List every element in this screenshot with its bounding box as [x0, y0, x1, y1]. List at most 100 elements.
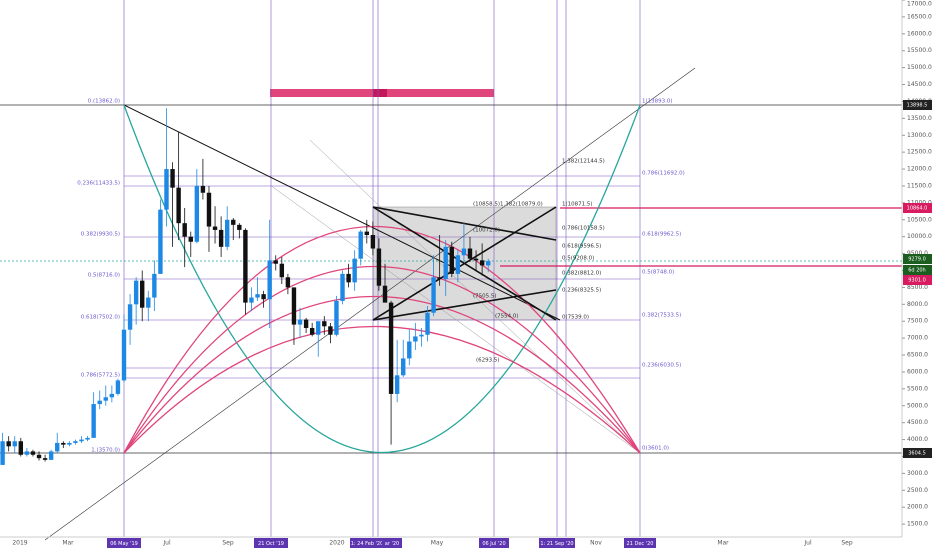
time-label: Mar — [62, 540, 74, 547]
price-tick-label: 12500.0 — [907, 149, 932, 156]
candle-body — [334, 300, 339, 335]
candle-body — [152, 273, 157, 298]
candle-body — [85, 437, 90, 440]
time-badge — [539, 538, 575, 548]
time-badge — [479, 538, 509, 548]
fib-label: (7505.5) — [473, 294, 497, 300]
candle-body — [97, 400, 102, 405]
price-tick-label: 15500.0 — [907, 47, 932, 54]
time-badge — [350, 538, 384, 548]
candle-body — [346, 273, 351, 283]
candle-body — [6, 441, 11, 447]
price-tick-label: 8500.0 — [907, 284, 928, 291]
candle-body — [461, 248, 467, 256]
time-label: Mar — [717, 540, 729, 547]
candle-body — [30, 451, 36, 455]
candle-body — [188, 236, 193, 242]
price-tick-label: 7000.0 — [907, 335, 928, 342]
fib-label: 0.786(5772.5) — [81, 373, 120, 379]
time-badge — [382, 538, 402, 548]
price-badge-label: 10864.0 — [907, 206, 928, 212]
fib-label: 0.786(10158.5) — [562, 226, 605, 232]
price-tick-label: 16500.0 — [907, 13, 932, 20]
candle-body — [237, 224, 242, 230]
candle-body — [146, 297, 151, 308]
candle-body — [42, 458, 48, 460]
candle-body — [291, 287, 297, 325]
candle-body — [437, 277, 442, 279]
candle-body — [467, 248, 473, 259]
candle-body — [48, 451, 54, 460]
time-badge-label: ar '20 — [385, 541, 399, 547]
candle-body — [455, 255, 461, 274]
price-tick-label: 11000.0 — [907, 199, 932, 206]
candle-body — [322, 321, 327, 327]
candle-body — [194, 185, 200, 242]
candle-body — [109, 393, 115, 398]
time-label: 2020 — [329, 540, 344, 547]
time-label: May — [431, 540, 444, 547]
candle-body — [425, 312, 430, 335]
price-tick-label: 10500.0 — [907, 216, 932, 223]
candle-body — [127, 304, 133, 330]
candle-body — [309, 327, 315, 335]
candle-body — [382, 285, 388, 303]
price-tick-label: 2000.0 — [907, 504, 928, 511]
time-badge-label: 1: 21 Sep '20 — [540, 541, 573, 547]
price-tick-label: 6000.0 — [907, 368, 928, 375]
time-badge — [624, 538, 656, 548]
fib-label: 0.618(9596.5) — [562, 244, 601, 250]
time-badge-label: 06 May '19 — [110, 541, 138, 547]
fib-label: 1.(3570.0) — [91, 448, 120, 454]
time-label: 2019 — [12, 540, 27, 547]
candle-body — [218, 229, 224, 247]
fib-label: (10858.5) — [473, 202, 500, 208]
candle-body — [394, 375, 400, 394]
price-tick-label: 10000.0 — [907, 233, 932, 240]
fib-label: 0.5(8716.0) — [88, 273, 120, 279]
time-label: Nov — [590, 540, 602, 547]
candle-body — [24, 451, 30, 455]
fib-label: 0.618(7502.0) — [81, 315, 120, 321]
fib-label: 1.382(10879.0) — [500, 202, 543, 208]
candle-body — [231, 219, 236, 225]
candle-body — [364, 231, 369, 235]
candle-body — [431, 277, 436, 313]
candle-body — [0, 441, 5, 465]
price-tick-label: 17000.0 — [907, 1, 932, 8]
price-badge — [903, 100, 932, 110]
candle-body — [419, 334, 424, 337]
candle-body — [303, 319, 309, 328]
fib-label: 0.236(8325.5) — [562, 288, 601, 294]
price-badge-label: 13898.5 — [907, 103, 928, 109]
price-tick-label: 15000.0 — [907, 64, 932, 71]
price-tick-label: 12000.0 — [907, 166, 932, 173]
fib-label: 0.786(11692.0) — [642, 171, 685, 177]
candle-body — [91, 404, 96, 438]
candle-body — [473, 258, 479, 261]
price-badge — [903, 203, 932, 213]
fib-label: 1(10871.5) — [562, 202, 593, 208]
candle-body — [158, 209, 163, 274]
candle-body — [243, 229, 248, 303]
candle-body — [12, 441, 17, 447]
candle-body — [121, 329, 127, 381]
price-tick-label: 5000.0 — [907, 402, 928, 409]
fib-label: 0.(13862.0) — [88, 99, 120, 105]
price-badge — [903, 254, 932, 264]
candle-body — [18, 441, 24, 455]
candle-body — [285, 277, 291, 288]
fib-label: (10072.0) — [473, 228, 500, 234]
price-badge-label: 3604.5 — [908, 451, 926, 457]
candle-body — [255, 294, 260, 298]
candle-body — [449, 246, 454, 274]
candle-body — [200, 185, 206, 193]
time-badge-label: 06 Jul '20 — [482, 541, 505, 547]
candle-body — [352, 258, 357, 283]
candle-body — [140, 280, 145, 308]
fib-label: (6293.5) — [476, 358, 500, 364]
price-badge-label: 9301.0 — [908, 278, 926, 284]
candle-body — [407, 341, 412, 359]
